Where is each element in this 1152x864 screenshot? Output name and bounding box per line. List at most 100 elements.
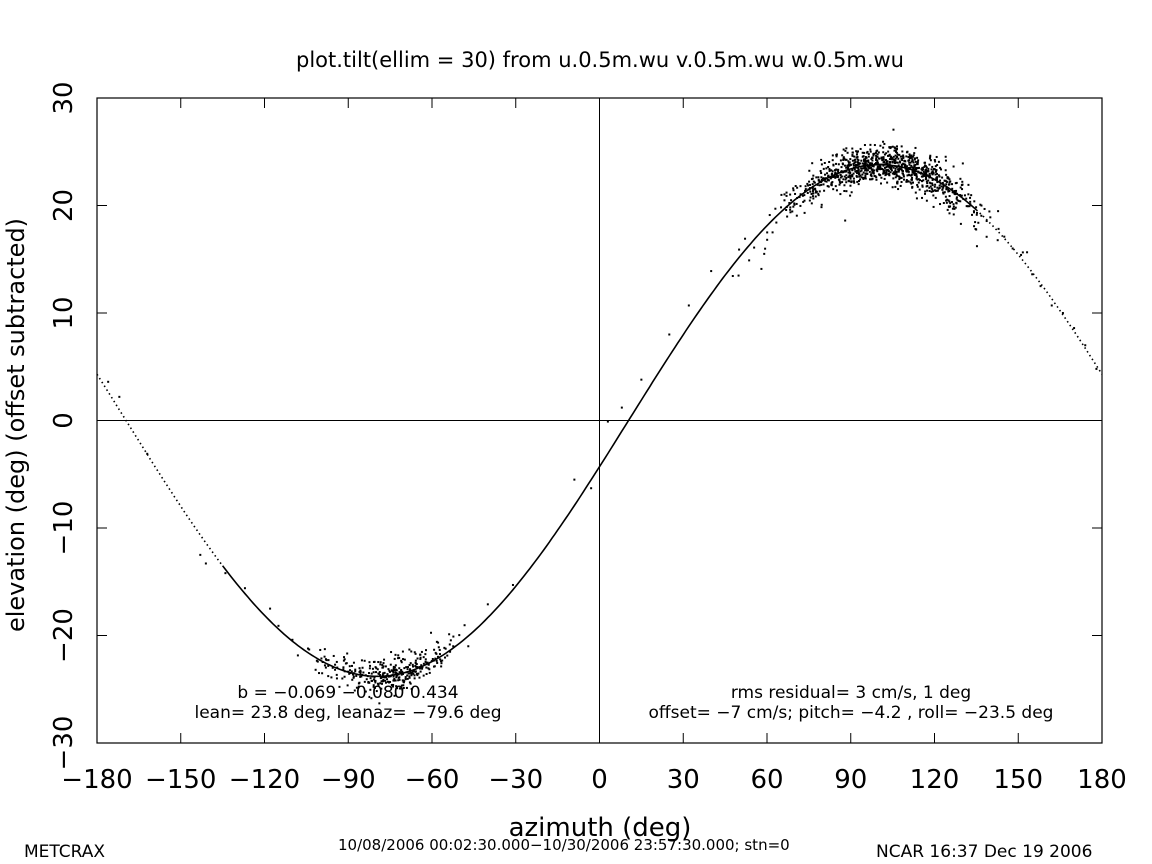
scatter-point xyxy=(766,231,769,234)
scatter-point xyxy=(380,687,383,690)
scatter-point xyxy=(856,164,859,167)
scatter-point xyxy=(398,667,401,670)
scatter-point xyxy=(888,174,891,177)
scatter-point xyxy=(965,205,968,208)
scatter-point xyxy=(894,169,897,172)
scatter-point xyxy=(803,211,806,214)
scatter-point xyxy=(863,158,866,161)
scatter-point xyxy=(944,169,947,172)
scatter-point xyxy=(844,149,847,152)
scatter-point xyxy=(852,164,855,167)
scatter-point xyxy=(710,270,713,273)
scatter-point xyxy=(975,245,978,248)
scatter-point xyxy=(872,154,875,157)
scatter-point xyxy=(780,193,783,196)
scatter-point xyxy=(375,690,378,693)
scatter-point xyxy=(416,666,419,669)
scatter-point xyxy=(890,168,893,171)
scatter-point xyxy=(431,657,434,660)
scatter-point xyxy=(864,159,867,162)
scatter-point xyxy=(811,187,814,190)
scatter-point xyxy=(832,163,835,166)
scatter-point xyxy=(424,658,427,661)
scatter-point xyxy=(883,153,886,156)
scatter-point xyxy=(359,670,362,673)
scatter-point xyxy=(893,149,896,152)
scatter-point xyxy=(410,687,413,690)
scatter-point xyxy=(930,168,933,171)
scatter-point xyxy=(864,175,867,178)
scatter-point xyxy=(988,210,991,213)
scatter-point xyxy=(348,672,351,675)
scatter-point xyxy=(905,151,908,154)
scatter-point xyxy=(894,147,897,150)
scatter-point xyxy=(315,659,318,662)
scatter-point xyxy=(409,670,412,673)
scatter-point xyxy=(947,176,950,179)
scatter-point xyxy=(349,669,352,672)
scatter-point xyxy=(224,572,227,575)
scatter-point xyxy=(924,169,927,172)
scatter-point xyxy=(948,200,951,203)
scatter-point xyxy=(980,214,983,217)
scatter-point xyxy=(375,667,378,670)
scatter-point xyxy=(1050,304,1053,307)
scatter-point xyxy=(806,191,809,194)
scatter-point xyxy=(796,186,799,189)
scatter-point xyxy=(760,267,763,270)
scatter-point xyxy=(382,676,385,679)
scatter-point xyxy=(839,159,842,162)
scatter-point xyxy=(888,161,891,164)
scatter-point xyxy=(687,304,690,307)
scatter-point xyxy=(928,172,931,175)
scatter-point xyxy=(863,163,866,166)
scatter-point xyxy=(383,676,386,679)
scatter-point xyxy=(914,191,917,194)
scatter-point xyxy=(911,185,914,188)
scatter-point xyxy=(1084,344,1087,347)
scatter-point xyxy=(931,170,934,173)
scatter-point xyxy=(968,205,971,208)
scatter-point xyxy=(811,183,814,186)
scatter-point xyxy=(954,206,957,209)
scatter-point xyxy=(925,180,928,183)
scatter-point xyxy=(877,157,880,160)
scatter-point xyxy=(355,686,358,689)
scatter-point xyxy=(378,673,381,676)
scatter-point xyxy=(795,202,798,205)
scatter-point xyxy=(975,213,978,216)
scatter-point xyxy=(904,163,907,166)
scatter-point xyxy=(390,684,393,687)
scatter-point xyxy=(954,182,957,185)
scatter-point xyxy=(859,147,862,150)
scatter-point xyxy=(381,664,384,667)
scatter-point xyxy=(867,153,870,156)
scatter-point xyxy=(959,222,962,225)
scatter-point xyxy=(945,187,948,190)
scatter-point xyxy=(354,670,357,673)
scatter-point xyxy=(376,682,379,685)
scatter-point xyxy=(419,658,422,661)
scatter-point xyxy=(397,657,400,660)
scatter-point xyxy=(830,182,833,185)
scatter-point xyxy=(814,191,817,194)
scatter-point xyxy=(391,670,394,673)
scatter-point xyxy=(343,675,346,678)
scatter-point xyxy=(947,190,950,193)
scatter-point xyxy=(892,166,895,169)
scatter-point xyxy=(917,181,920,184)
scatter-point xyxy=(927,167,930,170)
scatter-point xyxy=(853,181,856,184)
scatter-point xyxy=(435,652,438,655)
scatter-point xyxy=(396,687,399,690)
scatter-point xyxy=(906,174,909,177)
scatter-point xyxy=(384,681,387,684)
scatter-point xyxy=(414,665,417,668)
scatter-point xyxy=(888,153,891,156)
scatter-point xyxy=(918,188,921,191)
scatter-point xyxy=(886,160,889,163)
scatter-point xyxy=(826,172,829,175)
scatter-point xyxy=(785,194,788,197)
scatter-point xyxy=(910,154,913,157)
